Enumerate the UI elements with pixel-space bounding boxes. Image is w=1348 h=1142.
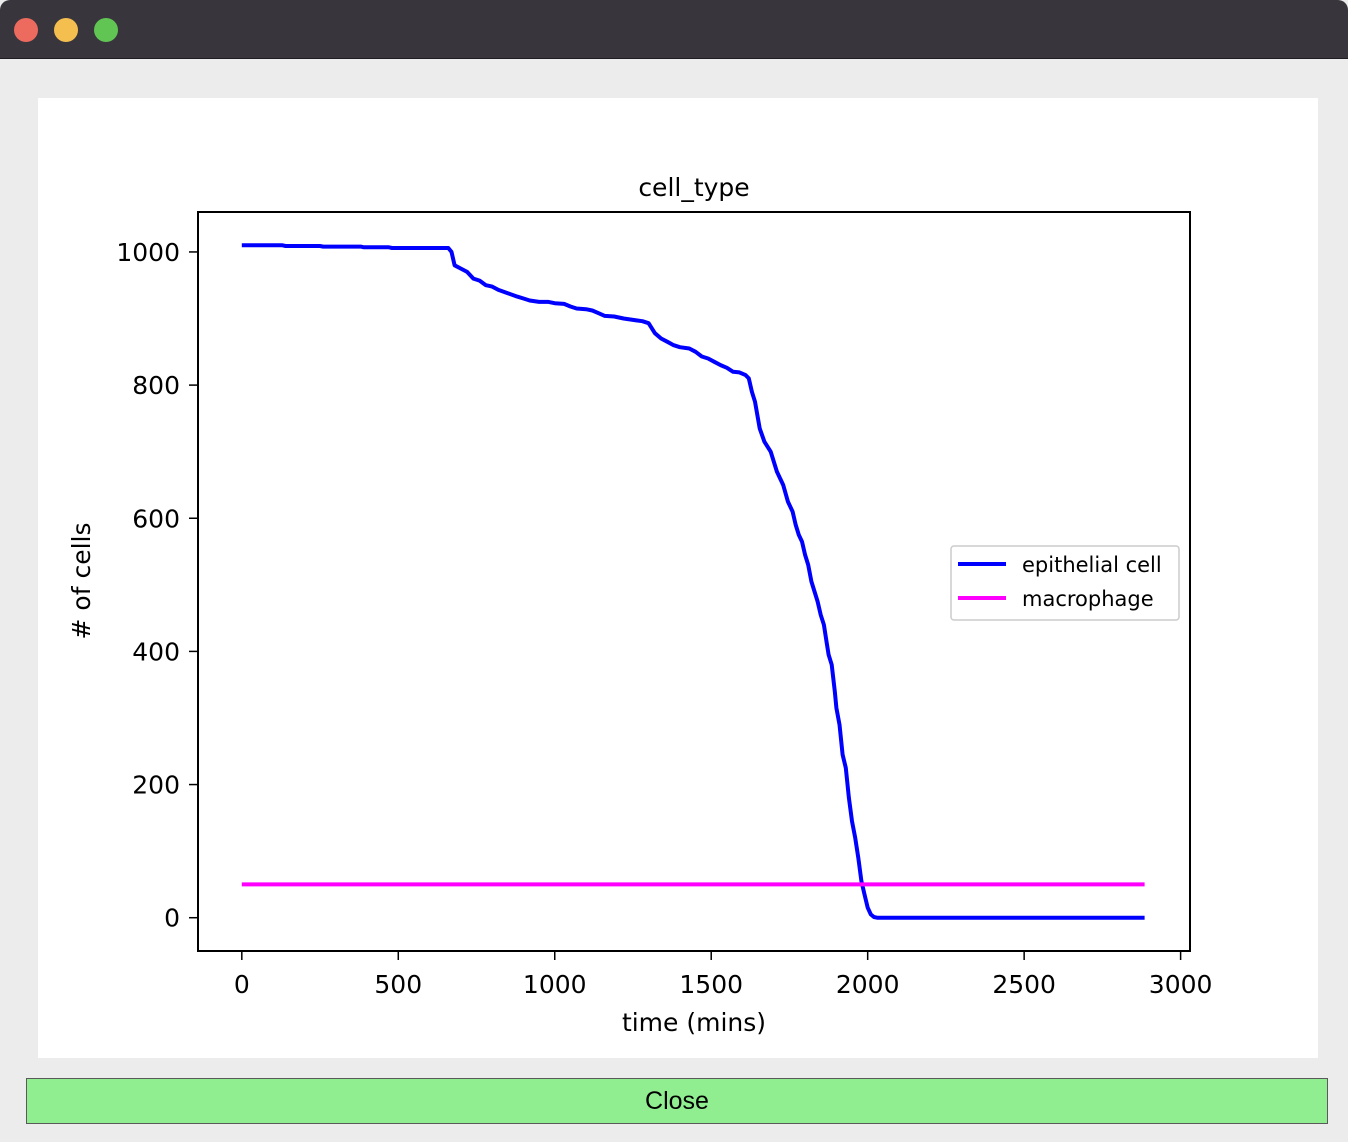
close-window-control[interactable] xyxy=(14,18,38,42)
legend: epithelial cell macrophage xyxy=(950,545,1180,621)
legend-label-epithelial-cell: epithelial cell xyxy=(1022,553,1162,577)
x-tick-label: 2500 xyxy=(992,970,1056,999)
x-tick-label: 500 xyxy=(374,970,422,999)
y-tick-label: 400 xyxy=(132,637,180,666)
x-tick-label: 3000 xyxy=(1149,970,1213,999)
y-tick-label: 1000 xyxy=(116,238,180,267)
zoom-window-control[interactable] xyxy=(94,18,118,42)
y-tick-label: 800 xyxy=(132,371,180,400)
series-line-epithelial-cell xyxy=(241,243,1145,920)
minimize-window-control[interactable] xyxy=(54,18,78,42)
x-tick-label: 0 xyxy=(234,970,250,999)
chart-title: cell_type xyxy=(638,173,749,202)
legend-box xyxy=(950,545,1180,621)
x-tick-label: 1000 xyxy=(523,970,587,999)
x-tick-label: 1500 xyxy=(679,970,743,999)
y-axis-label: # of cells xyxy=(67,523,96,640)
legend-label-macrophage: macrophage xyxy=(1022,587,1154,611)
x-axis-label: time (mins) xyxy=(622,1008,766,1037)
y-tick-label: 600 xyxy=(132,504,180,533)
window-titlebar xyxy=(0,0,1348,59)
close-button[interactable]: Close xyxy=(26,1078,1328,1124)
plot-panel: cell_type 0 500 1000 1500 2000 2500 3000 0 200 40… xyxy=(38,98,1318,1058)
y-tick-label: 0 xyxy=(164,904,180,933)
plot-frame xyxy=(197,211,1191,952)
chart: cell_type 0 500 1000 1500 2000 2500 3000 0 200 40… xyxy=(67,173,1213,1037)
x-tick-label: 2000 xyxy=(836,970,900,999)
y-tick-label: 200 xyxy=(132,771,180,800)
